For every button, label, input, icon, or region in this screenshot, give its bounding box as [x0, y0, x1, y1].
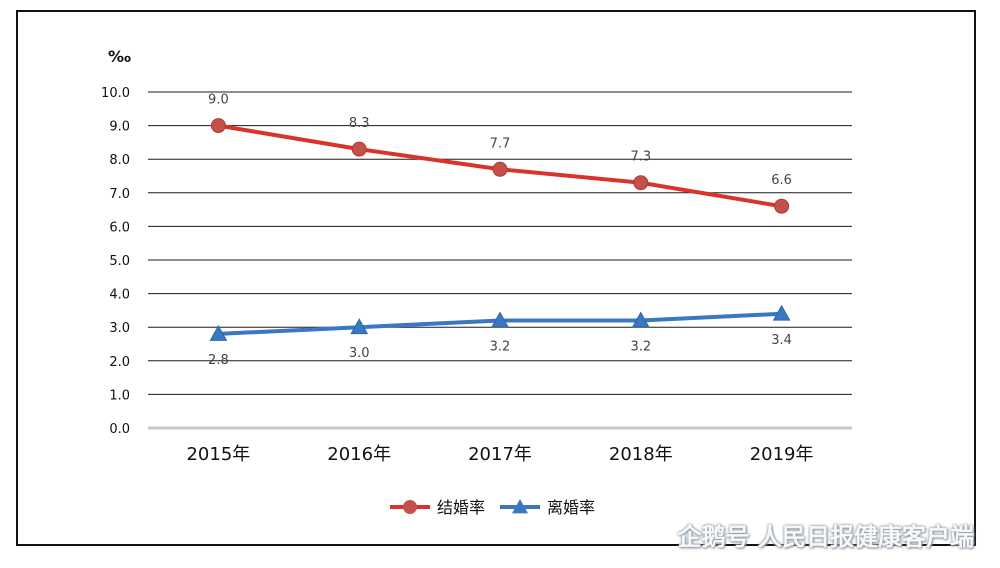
data-label: 3.2	[630, 339, 651, 354]
y-tick-label: 9.0	[109, 120, 130, 135]
data-point	[210, 118, 226, 134]
y-tick-label: 1.0	[109, 388, 130, 403]
x-tick-label: 2018年	[609, 444, 673, 465]
legend-marker	[512, 499, 528, 514]
x-tick-label: 2015年	[186, 444, 250, 465]
y-tick-label: 2.0	[109, 355, 130, 370]
y-tick-label: 4.0	[109, 288, 130, 303]
y-tick-label: 7.0	[109, 187, 130, 202]
y-tick-label: 10.0	[101, 86, 130, 101]
data-label: 3.4	[771, 333, 792, 348]
legend-marker	[403, 500, 417, 514]
data-label: 3.0	[349, 346, 370, 361]
legend-label: 结婚率	[437, 498, 485, 517]
x-tick-label: 2016年	[327, 444, 391, 465]
data-label: 7.7	[490, 136, 511, 151]
y-tick-label: 3.0	[109, 321, 130, 336]
y-tick-label: 0.0	[109, 422, 130, 437]
data-label: 8.3	[349, 116, 370, 131]
y-axis-unit: ‰	[108, 47, 131, 66]
y-tick-label: 8.0	[109, 153, 130, 168]
data-label: 7.3	[630, 150, 651, 165]
data-point	[350, 318, 369, 335]
data-point	[631, 311, 650, 328]
y-tick-label: 5.0	[109, 254, 130, 269]
data-point	[774, 198, 790, 214]
watermark: 企鹅号 人民日报健康客户端	[677, 523, 974, 551]
data-point	[209, 324, 228, 341]
y-tick-label: 6.0	[109, 220, 130, 235]
data-point	[772, 304, 791, 321]
data-label: 9.0	[208, 93, 229, 108]
data-point	[351, 141, 367, 157]
data-point	[633, 175, 649, 191]
chart-frame	[16, 10, 976, 546]
data-label: 2.8	[208, 353, 229, 368]
data-label: 6.6	[771, 173, 792, 188]
data-label: 3.2	[490, 339, 511, 354]
x-tick-label: 2019年	[750, 444, 814, 465]
legend-label: 离婚率	[547, 498, 595, 517]
data-point	[492, 161, 508, 177]
x-tick-label: 2017年	[468, 444, 532, 465]
data-point	[491, 311, 509, 328]
